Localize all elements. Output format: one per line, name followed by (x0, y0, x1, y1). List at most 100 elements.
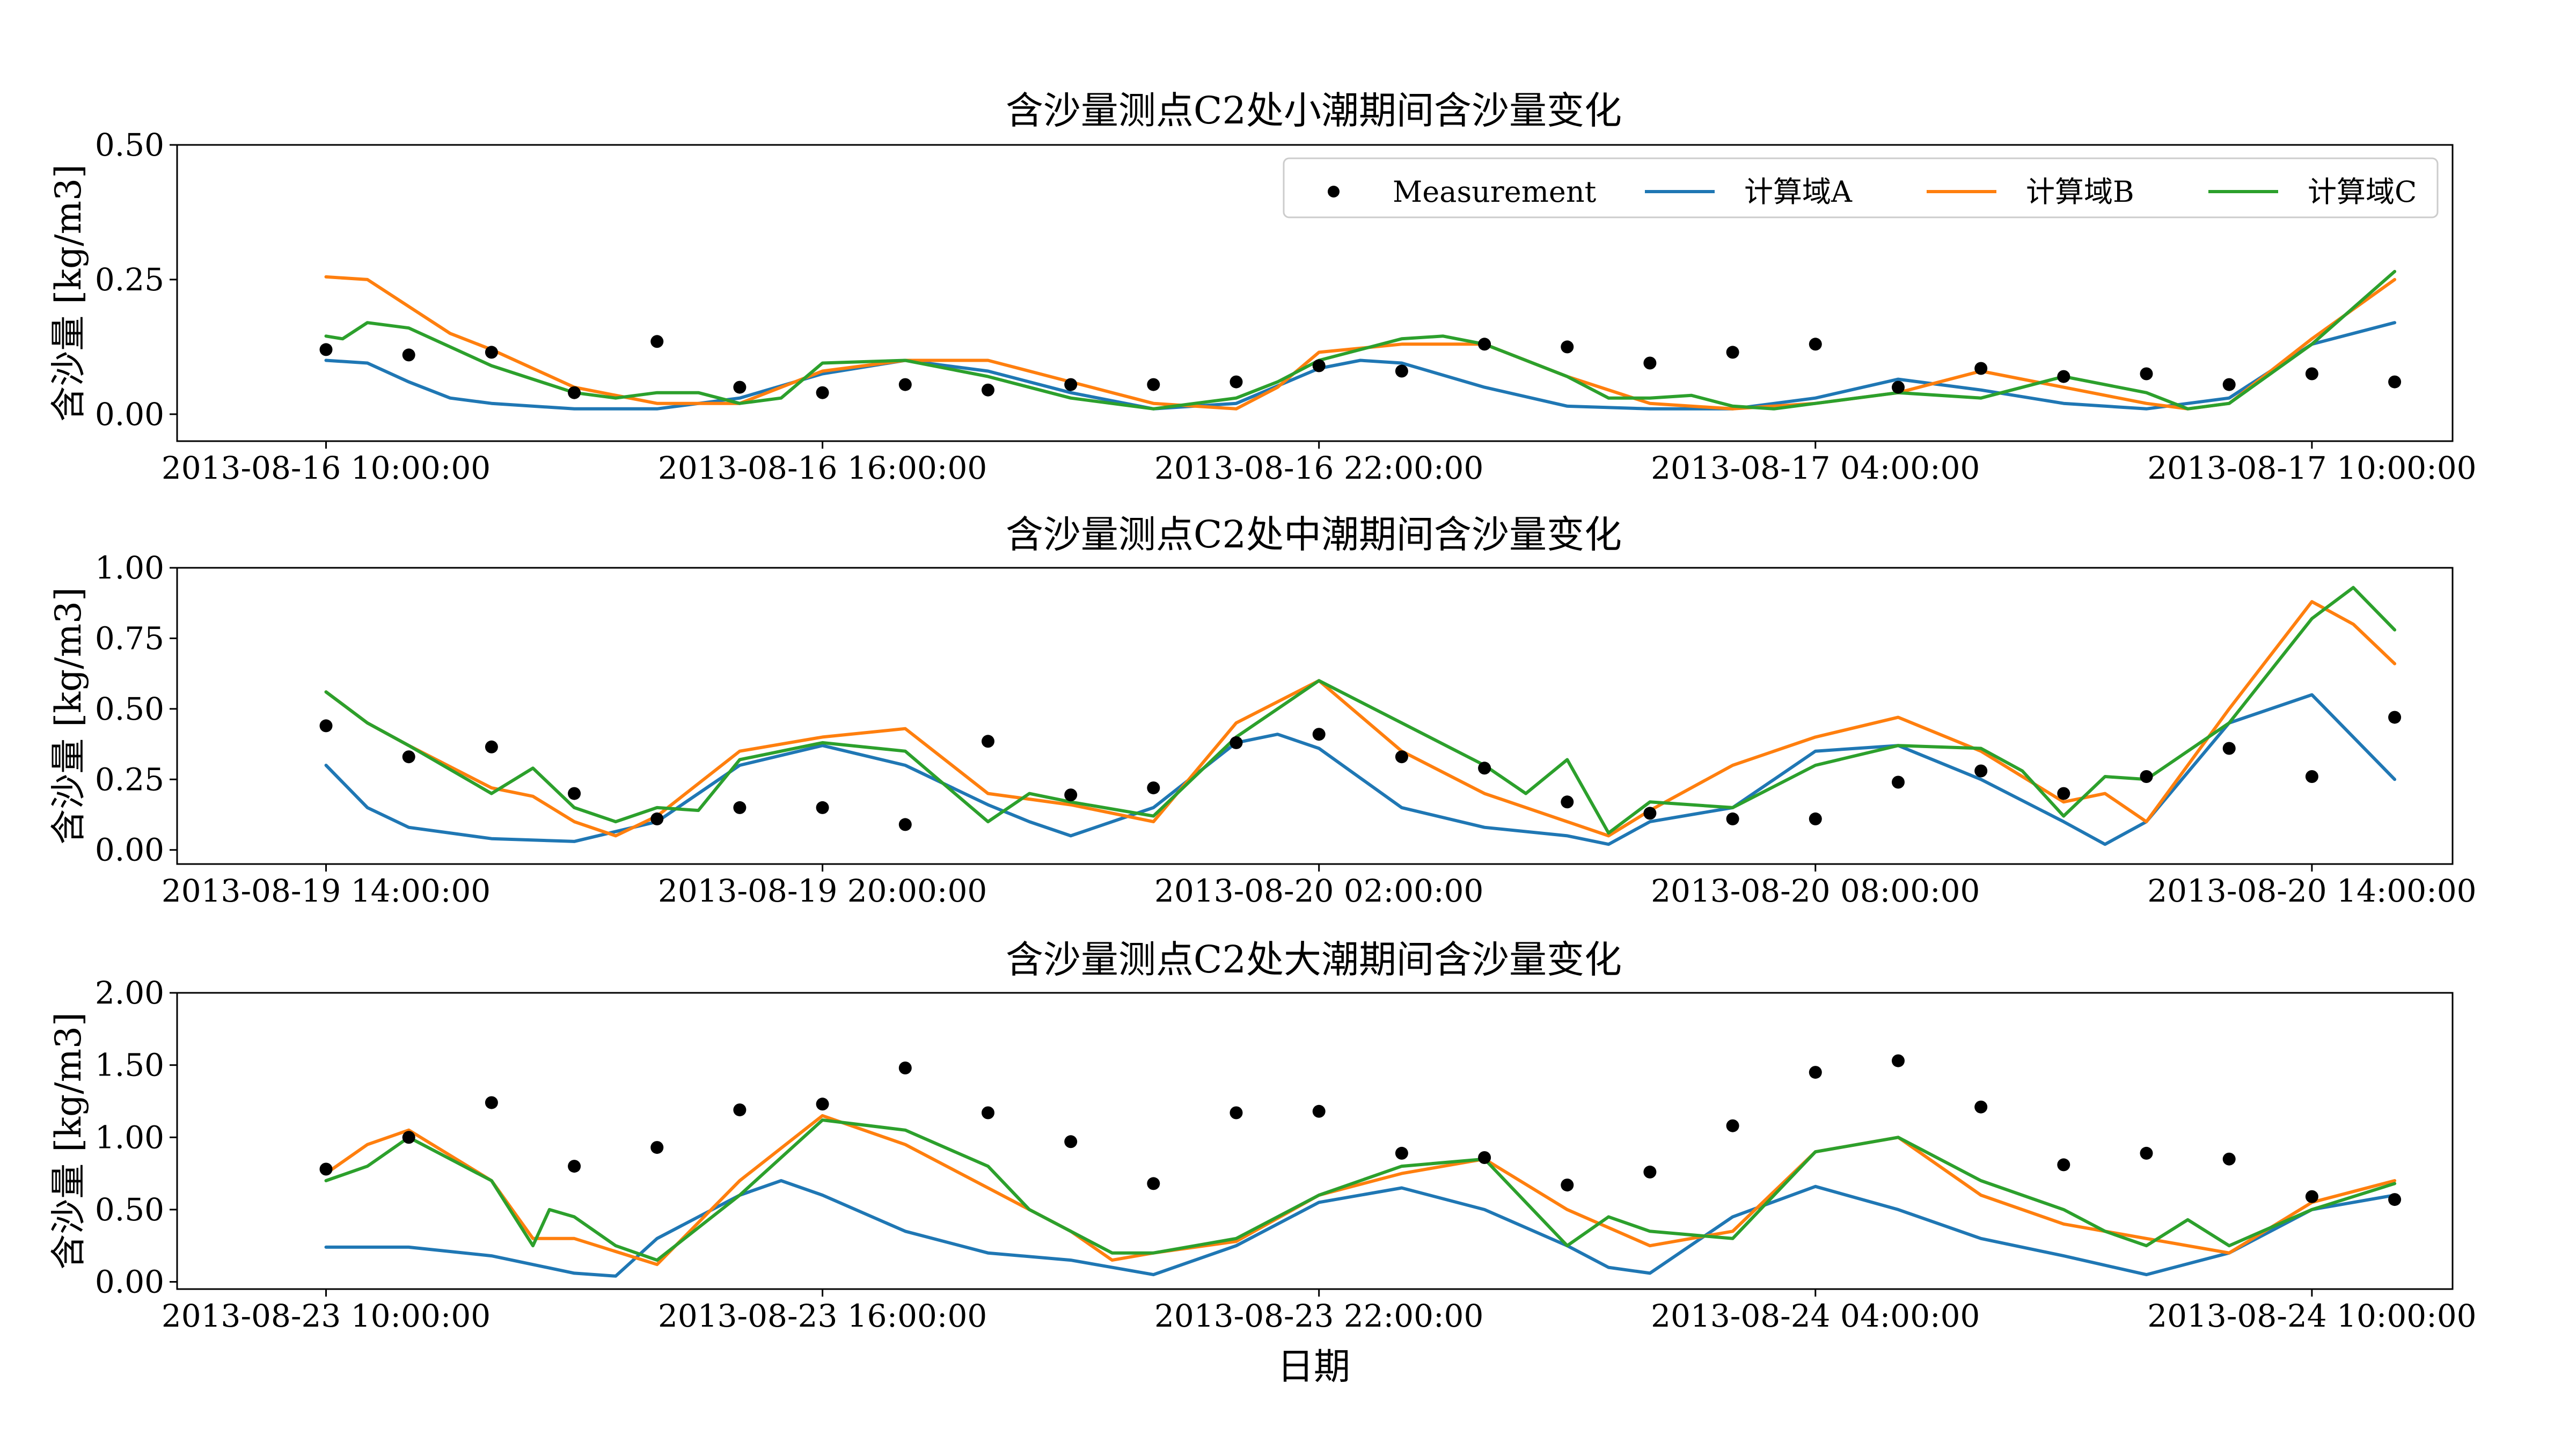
measurement-point (733, 1103, 747, 1117)
x-tick-label: 2013-08-20 02:00:00 (1154, 873, 1483, 909)
measurement-point (1312, 728, 1326, 741)
measurement-point (1726, 346, 1739, 359)
x-axis-label: 日期 (1277, 1346, 1350, 1388)
y-tick-label: 0.25 (95, 261, 164, 298)
y-tick-label: 1.50 (95, 1047, 164, 1084)
legend-label-A: 计算域A (1744, 175, 1853, 209)
measurement-point (898, 1062, 912, 1074)
measurement-point (1312, 359, 1326, 372)
legend-frame (1283, 157, 2439, 218)
x-tick-label: 2013-08-16 22:00:00 (1154, 450, 1483, 486)
x-ticks: 2013-08-16 10:00:00 2013-08-16 16:00:00 20… (162, 441, 2477, 486)
y-tick-label: 0.50 (95, 1191, 164, 1228)
measurement-point (982, 383, 994, 397)
measurement-point (1064, 1135, 1078, 1148)
measurement-point (1395, 1146, 1408, 1160)
measurement-point (402, 1131, 415, 1144)
series-line-B (324, 1114, 2397, 1267)
measurement-point (568, 1160, 581, 1173)
y-tick-label: 1.00 (95, 1119, 164, 1155)
x-tick-label: 2013-08-17 10:00:00 (2147, 450, 2476, 486)
x-tick-label: 2013-08-23 22:00:00 (1154, 1298, 1483, 1334)
legend-label-measurement: Measurement (1393, 175, 1597, 209)
measurement-point (1147, 781, 1160, 795)
measurement-point (2388, 1193, 2402, 1206)
measurement-point (1478, 762, 1491, 775)
measurement-point (733, 380, 747, 394)
panel-neap-tide: 含沙量测点C2处小潮期间含沙量变化 含沙量 [kg/m3] 0.000.250.… (48, 89, 2477, 486)
measurement-point (1892, 775, 1905, 789)
y-tick-label: 0.50 (95, 691, 164, 727)
measurement-point (816, 1097, 829, 1111)
measurement-point (568, 787, 581, 800)
x-tick-label: 2013-08-17 04:00:00 (1651, 450, 1980, 486)
measurement-point (485, 1096, 498, 1109)
x-ticks: 2013-08-23 10:00:00 2013-08-23 16:00:00 20… (162, 1289, 2477, 1334)
measurement-point (2305, 770, 2318, 783)
measurement-point (2305, 1190, 2318, 1203)
measurement-point (1726, 812, 1739, 825)
measurement-point (1892, 1054, 1905, 1067)
y-ticks: 0.00 0.25 0.50 (95, 127, 177, 433)
axes-frame (176, 992, 2454, 1290)
legend-marker-measurement (1328, 186, 1340, 197)
measurement-point (1809, 1066, 1822, 1079)
legend: Measurement 计算域A 计算域B 计算域C (1283, 157, 2439, 218)
y-tick-label: 0.00 (95, 832, 164, 868)
measurement-point (1147, 1177, 1160, 1190)
measurement-point (2140, 367, 2153, 380)
y-axis-label: 含沙量 [kg/m3] (48, 587, 89, 845)
measurement-point (568, 386, 581, 399)
legend-label-C: 计算域C (2308, 175, 2417, 209)
x-tick-label: 2013-08-23 10:00:00 (162, 1298, 491, 1334)
measurement-point (1974, 362, 1988, 375)
measurement-point (1892, 380, 1905, 394)
x-tick-label: 2013-08-24 04:00:00 (1651, 1298, 1980, 1334)
measurement-point (898, 378, 912, 391)
measurement-point (1395, 364, 1408, 378)
legend-label-B: 计算域B (2026, 175, 2134, 209)
y-tick-label: 0.00 (95, 396, 164, 433)
measurement-point (1064, 378, 1078, 391)
measurement-point (816, 801, 829, 814)
x-tick-label: 2013-08-20 14:00:00 (2147, 873, 2476, 909)
measurement-point (319, 719, 333, 733)
measurement-point (733, 801, 747, 814)
measurement-point (1974, 1100, 1988, 1114)
measurement-point (650, 812, 664, 825)
measurement-point (650, 1141, 664, 1154)
measurement-point (1230, 736, 1243, 749)
measurement-point (2140, 1146, 2153, 1160)
measurement-point (1478, 1151, 1491, 1164)
measurement-point (1643, 356, 1657, 370)
measurement-point (1478, 338, 1491, 351)
panel-mid-tide: 含沙量测点C2处中潮期间含沙量变化 含沙量 [kg/m3] 0.000.250.… (48, 513, 2477, 909)
y-ticks: 0.00 0.50 1.00 1.50 2.00 (95, 975, 177, 1300)
series-line-A (324, 1179, 2397, 1278)
measurement-point (1230, 375, 1243, 389)
measurement-point (1809, 338, 1822, 351)
measurement-point (2305, 367, 2318, 380)
measurement-point (1312, 1104, 1326, 1118)
measurement-point (816, 386, 829, 399)
x-tick-label: 2013-08-19 14:00:00 (162, 873, 491, 909)
y-tick-label: 0.50 (95, 127, 164, 163)
measurement-point (485, 346, 498, 359)
measurement-point (402, 348, 415, 362)
x-ticks: 2013-08-19 14:00:00 2013-08-19 20:00:00 20… (162, 864, 2477, 909)
x-tick-label: 2013-08-20 08:00:00 (1651, 873, 1980, 909)
measurement-point (2140, 770, 2153, 783)
measurement-point (1643, 807, 1657, 820)
measurement-point (2222, 742, 2236, 755)
measurement-point (1147, 378, 1160, 391)
measurement-point (982, 1106, 994, 1119)
panel-title: 含沙量测点C2处大潮期间含沙量变化 (1006, 938, 1622, 982)
measurement-point (1064, 788, 1078, 802)
y-axis-label: 含沙量 [kg/m3] (48, 164, 89, 422)
series-line-C (324, 586, 2397, 835)
measurement-point (1395, 750, 1408, 764)
measurement-point (1643, 1165, 1657, 1179)
panel-title: 含沙量测点C2处中潮期间含沙量变化 (1006, 513, 1622, 557)
y-tick-label: 0.00 (95, 1264, 164, 1300)
measurement-point (1561, 340, 1574, 354)
